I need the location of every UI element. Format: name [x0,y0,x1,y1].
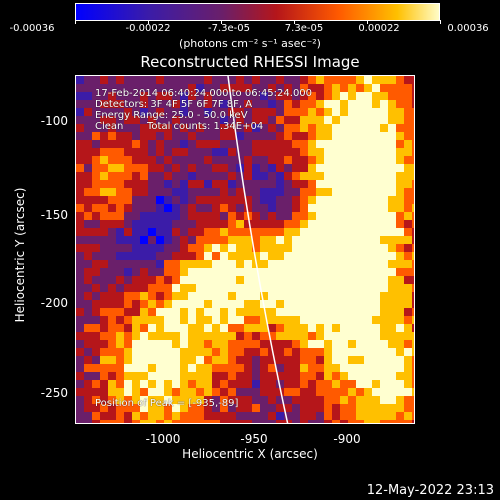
colorbar-tick-label: 7.3e-05 [284,23,324,34]
colorbar-tick-label: 0.00022 [358,23,400,34]
render-timestamp: 12-May-2022 23:13 [366,483,494,498]
detectors-label: Detectors: 3F 4F 5F 6F 7F 8F, A [95,99,253,110]
peak-position-label: Position of Peak = [-935,-89] [95,398,239,409]
x-tick-label: -900 [333,432,361,446]
x-tick-label: -950 [240,432,268,446]
y-axis-label: Heliocentric Y (arcsec) [13,187,27,323]
total-counts-label: Total counts: 1.34E+04 [147,121,264,132]
y-tick-label: -150 [40,208,68,222]
y-tick-label: -250 [40,386,68,400]
x-axis-label: Heliocentric X (arcsec) [182,447,318,461]
clean-label: Clean [95,121,124,132]
image-plot-area [75,75,415,424]
x-tick-label: -1000 [145,432,181,446]
rhessi-image [76,76,414,423]
y-tick-label: -100 [40,114,68,128]
plot-title: Reconstructed RHESSI Image [140,53,360,71]
colorbar [75,3,440,21]
y-tick-label: -200 [40,296,68,310]
time-range-label: 17-Feb-2014 06:40:24.000 to 06:45:24.000 [95,88,313,99]
solar-limb-line [227,76,289,423]
energy-range-label: Energy Range: 25.0 - 50.0 keV [95,110,248,121]
colorbar-tick-label: 0.00036 [447,23,489,34]
colorbar-tick-label: -0.00022 [125,23,171,34]
colorbar-tick-label: -7.3e-05 [208,23,250,34]
colorbar-unit-label: (photons cm⁻² s⁻¹ asec⁻²) [179,37,321,50]
colorbar-tick-label: -0.00036 [9,23,55,34]
